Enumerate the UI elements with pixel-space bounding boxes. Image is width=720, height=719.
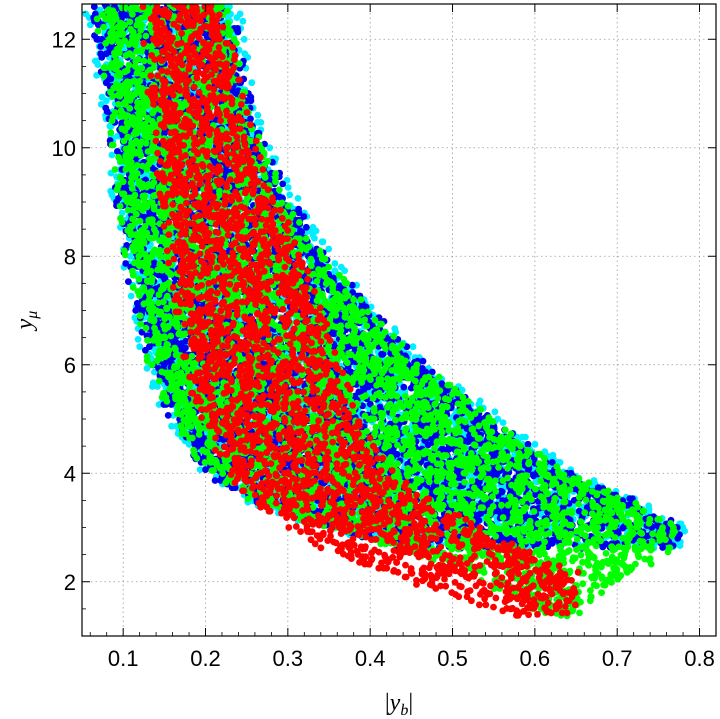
data-point <box>531 440 539 448</box>
data-point <box>331 260 339 267</box>
data-point <box>108 151 116 159</box>
data-point <box>284 184 292 191</box>
data-point <box>491 408 499 416</box>
data-point <box>522 433 529 441</box>
data-point <box>136 343 144 351</box>
data-points <box>82 4 688 620</box>
data-point <box>233 14 241 21</box>
data-point <box>311 234 318 242</box>
data-point <box>676 542 684 549</box>
data-point <box>286 191 294 199</box>
data-point <box>103 97 110 105</box>
data-point <box>341 267 348 275</box>
data-point <box>134 336 142 343</box>
data-point <box>409 343 417 351</box>
data-point <box>294 195 302 202</box>
data-point <box>367 303 375 311</box>
data-point <box>266 144 274 152</box>
data-point <box>319 238 327 246</box>
data-point <box>94 61 102 68</box>
data-point <box>254 111 262 119</box>
data-point <box>499 419 507 426</box>
data-point <box>127 292 135 300</box>
data-point <box>240 35 248 43</box>
data-point <box>248 79 256 87</box>
data-point <box>254 119 261 126</box>
data-point <box>118 209 126 217</box>
data-point <box>325 245 333 253</box>
data-point <box>239 17 247 25</box>
data-point <box>93 72 100 79</box>
